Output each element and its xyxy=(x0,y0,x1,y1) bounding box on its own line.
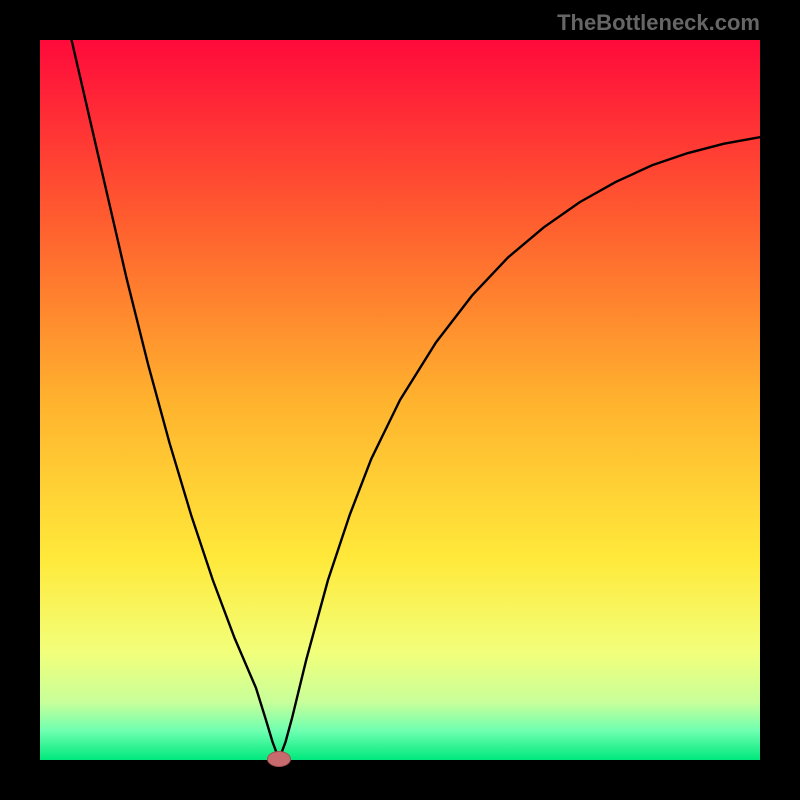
chart-frame: TheBottleneck.com xyxy=(0,0,800,800)
watermark-text: TheBottleneck.com xyxy=(557,10,760,36)
bottleneck-curve xyxy=(40,40,760,760)
sweet-spot-marker xyxy=(267,751,291,767)
